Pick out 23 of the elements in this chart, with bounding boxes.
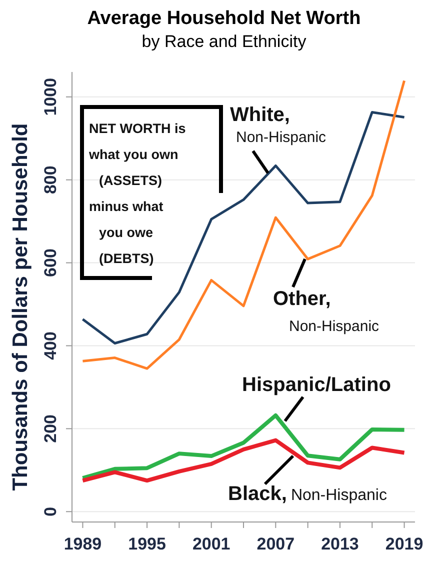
series-label: White, Non-Hispanic — [230, 104, 327, 146]
x-tick-label: 2007 — [256, 534, 295, 554]
chart-subtitle: by Race and Ethnicity — [142, 32, 307, 51]
y-tick-label: 200 — [40, 414, 60, 443]
y-tick-label: 600 — [40, 248, 60, 277]
line-series — [80, 438, 406, 483]
series-label: Other, Non-Hispanic — [273, 288, 380, 335]
chart-title: Average Household Net Worth — [87, 8, 361, 29]
line-series — [80, 413, 406, 480]
y-axis-title: Thousands of Dollars per Household — [9, 123, 32, 491]
x-tick-label: 2019 — [385, 534, 424, 554]
series-label: Black, Non-Hispanic — [228, 483, 387, 505]
x-tick-label: 1989 — [64, 534, 102, 554]
line-series — [81, 79, 406, 370]
y-tick-label: 1000 — [40, 78, 60, 116]
annotation: NET WORTH is what you own (ASSETS) minus what you owe (DEBTS) — [88, 121, 186, 266]
y-tick-label: 400 — [40, 332, 60, 360]
x-tick-label: 1995 — [128, 534, 166, 554]
y-tick-label: 0 — [40, 506, 60, 516]
series-label: Hispanic/Latino — [242, 374, 391, 396]
y-tick-label: 800 — [40, 166, 60, 194]
x-tick-label: 2013 — [321, 534, 359, 554]
x-tick-label: 2001 — [192, 534, 230, 554]
